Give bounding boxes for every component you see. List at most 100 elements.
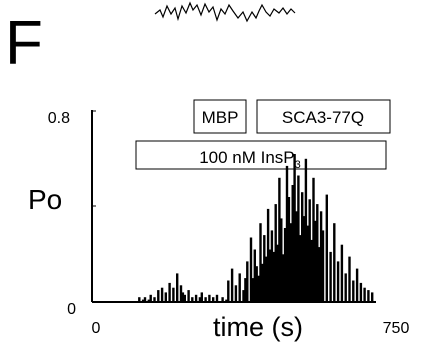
annotation-insp3-sub: 3 [295, 159, 301, 171]
channel-trace-inset [154, 1, 296, 23]
po-bar [363, 287, 366, 302]
po-bar [291, 185, 294, 302]
po-bar [301, 192, 304, 302]
annotation-sca3-box [256, 99, 391, 134]
po-bar [179, 285, 183, 302]
po-bar [138, 297, 141, 302]
po-bar [160, 287, 164, 302]
po-bar [181, 292, 185, 302]
po-bar [274, 204, 277, 302]
po-bar [242, 290, 245, 302]
po-bar [244, 278, 247, 302]
po-bar [310, 239, 313, 302]
po-bar [215, 294, 219, 302]
po-bar [143, 297, 147, 302]
po-bar [270, 230, 274, 302]
po-bar [318, 247, 321, 302]
po-bar [319, 211, 323, 302]
po-bar [263, 235, 266, 302]
po-bar [280, 218, 283, 302]
po-bar [141, 299, 145, 302]
po-bar [283, 228, 287, 302]
po-bar [246, 261, 249, 302]
po-bar [287, 197, 291, 302]
annotation-sca3: SCA3-77Q [256, 99, 391, 134]
po-bar [306, 225, 309, 302]
po-bar [230, 268, 234, 302]
po-bar [276, 244, 279, 302]
po-bar [200, 292, 203, 302]
po-bar [253, 249, 256, 302]
po-bar [238, 273, 241, 302]
po-bar [336, 261, 340, 302]
po-bar [172, 287, 175, 302]
po-bar [333, 223, 336, 302]
po-bar [367, 290, 370, 302]
po-bar [259, 223, 262, 302]
x-tick-label-start: 0 [92, 320, 101, 337]
annotation-sca3-label: SCA3-77Q [282, 108, 364, 127]
annotation-mbp-label: MBP [202, 108, 239, 127]
annotation-mbp: MBP [193, 99, 247, 134]
po-bar [293, 154, 296, 302]
po-bar [257, 275, 260, 302]
po-bar [157, 290, 160, 302]
po-bar [176, 273, 179, 302]
po-bar [212, 297, 215, 302]
po-bar [221, 297, 224, 302]
po-bar [297, 175, 300, 302]
po-bar [348, 256, 351, 302]
po-bar [164, 292, 167, 302]
x-axis-label: time (s) [213, 312, 303, 342]
annotation-insp3-box [135, 140, 387, 170]
po-bar [314, 220, 317, 302]
po-bar [344, 273, 347, 302]
annotation-insp3-main: 100 nM InsP [199, 148, 294, 167]
po-bar [266, 208, 270, 302]
po-bar [359, 282, 363, 302]
po-bar [255, 266, 258, 302]
po-bar [302, 216, 306, 302]
po-bar [234, 285, 238, 302]
po-bar [204, 297, 207, 302]
po-bars [138, 154, 374, 303]
po-bar [153, 297, 156, 302]
po-bar [208, 294, 211, 302]
po-bar [316, 204, 319, 302]
po-bar [352, 280, 355, 302]
y-tick-label-top: 0.8 [48, 110, 70, 127]
po-bar [289, 223, 292, 302]
po-bar [312, 177, 315, 302]
y-axis-label: Po [28, 184, 62, 215]
po-bar [198, 297, 202, 302]
annotation-insp3-label: 100 nM InsP3 [199, 148, 301, 171]
y-tick-label-zero: 0 [67, 301, 76, 318]
po-bar [329, 251, 332, 302]
po-bar [371, 292, 374, 302]
po-bar [168, 282, 171, 302]
po-bar [187, 290, 190, 302]
po-bar [249, 237, 253, 302]
po-bar [278, 177, 281, 302]
po-bar [191, 297, 194, 302]
po-bar [355, 268, 359, 302]
po-bar [299, 235, 302, 302]
po-bar [325, 194, 328, 302]
po-bar [285, 165, 289, 302]
po-bar [282, 254, 285, 303]
x-tick-label-end: 750 [383, 320, 410, 337]
po-bar [261, 263, 264, 302]
po-bar [321, 230, 325, 302]
po-bar [149, 294, 152, 302]
po-bar [265, 256, 268, 302]
po-bar [194, 294, 198, 302]
annotation-insp3: 100 nM InsP3 [135, 140, 387, 171]
po-bar [304, 158, 308, 302]
po-bar [251, 278, 255, 302]
po-bar [268, 249, 272, 302]
panel-label: F [5, 9, 43, 78]
po-bar [227, 280, 230, 302]
po-bar [308, 199, 311, 302]
po-bar [272, 251, 275, 302]
